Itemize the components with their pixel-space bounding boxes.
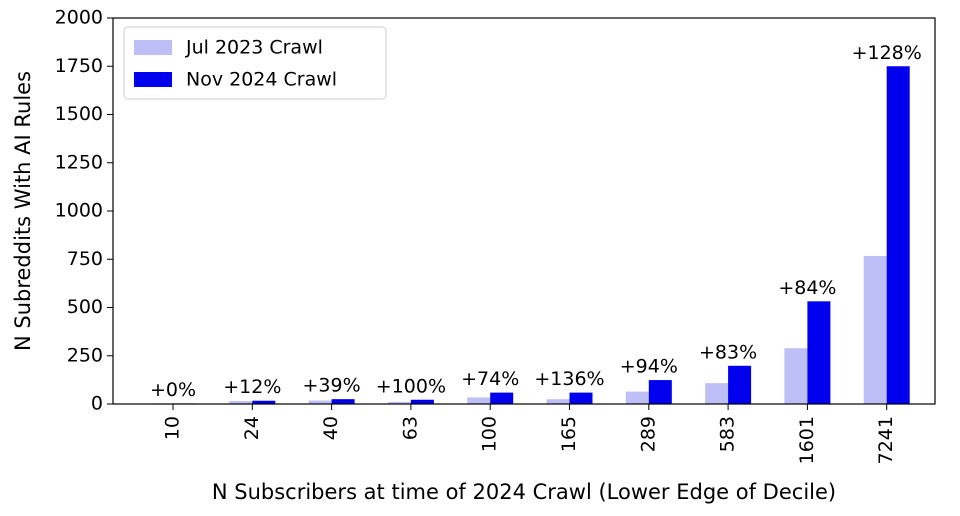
annotation: +12% <box>223 376 281 398</box>
bar <box>728 365 752 404</box>
annotation: +94% <box>620 356 678 378</box>
bar <box>387 401 411 404</box>
bar <box>490 392 514 404</box>
annotation: +74% <box>461 368 519 390</box>
x-tick-label: 1601 <box>796 416 818 464</box>
legend-box <box>123 26 387 100</box>
x-tick-label: 24 <box>241 416 263 440</box>
legend-label: Nov 2024 Crawl <box>186 69 337 91</box>
annotation: +39% <box>303 375 361 397</box>
bar <box>863 255 887 404</box>
bar <box>705 383 729 404</box>
y-tick-label: 250 <box>67 344 103 366</box>
bar <box>569 392 593 404</box>
x-tick-label: 63 <box>399 416 421 440</box>
annotation: +84% <box>778 277 836 299</box>
y-tick-label: 750 <box>67 248 103 270</box>
x-tick-label: 7241 <box>875 416 897 464</box>
x-tick-label: 10 <box>162 416 184 440</box>
x-tick-label: 100 <box>479 416 501 452</box>
x-tick-label: 289 <box>637 416 659 452</box>
y-tick-label: 1000 <box>55 200 103 222</box>
annotation: +128% <box>852 42 922 64</box>
bar <box>229 401 253 404</box>
bar <box>467 397 491 404</box>
x-axis-title: N Subscribers at time of 2024 Crawl (Low… <box>212 480 836 504</box>
bar <box>410 399 434 404</box>
plot-frame <box>112 17 936 405</box>
y-tick-label: 0 <box>91 393 103 415</box>
bar <box>784 348 808 404</box>
bar <box>886 66 910 404</box>
bar <box>331 399 355 404</box>
bar <box>252 400 276 404</box>
y-axis-title: N Subreddits With AI Rules <box>11 71 35 351</box>
y-tick-label: 1250 <box>55 151 103 173</box>
bar <box>807 301 831 404</box>
annotation: +83% <box>699 341 757 363</box>
bar <box>546 399 570 404</box>
bar <box>625 391 649 404</box>
annotation: +136% <box>534 368 604 390</box>
x-tick-label: 583 <box>717 416 739 452</box>
y-tick-label: 1750 <box>55 55 103 77</box>
y-tick-label: 1500 <box>55 103 103 125</box>
legend-label: Jul 2023 Crawl <box>185 37 323 59</box>
y-tick-label: 500 <box>67 296 103 318</box>
x-tick-label: 40 <box>320 416 342 440</box>
x-tick-label: 165 <box>558 416 580 452</box>
annotation: +100% <box>376 375 446 397</box>
annotation: +0% <box>150 379 196 401</box>
legend-swatch <box>134 40 172 55</box>
bar <box>648 380 672 404</box>
legend-swatch <box>134 72 172 87</box>
y-tick-label: 2000 <box>55 7 103 29</box>
bar <box>308 400 332 404</box>
